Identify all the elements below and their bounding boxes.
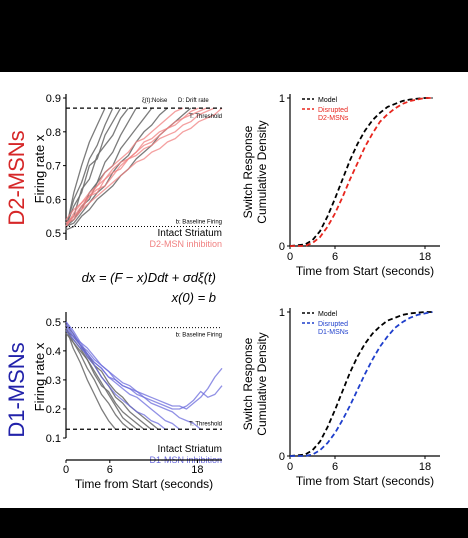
d1-traces-trace-inhibition-7: [65, 324, 180, 430]
d1-traces-y-tick-label: 0.5: [46, 317, 61, 329]
d1-traces-baseline-label: b: Baseline Firing: [176, 333, 222, 339]
d2-traces-trace-intact-5: [65, 107, 114, 227]
d1-traces-x-tick-label: 6: [107, 464, 113, 476]
d1-cdf-series-0: [289, 311, 433, 457]
d1-traces-trace-intact-4: [65, 332, 145, 430]
d1-cdf-legend-0: Model: [318, 311, 338, 318]
d1-traces-y-tick-label: 0.4: [46, 346, 61, 358]
d1-traces-y-tick-label: 0.3: [46, 375, 61, 387]
d1-traces-trace-intact-0: [65, 327, 131, 430]
d1-cdf-x-label: Time from Start (seconds): [296, 474, 434, 488]
d2-traces-trace-inhibition-10: [65, 107, 199, 221]
figure-background: [0, 72, 468, 508]
d2-cdf-series-1: [290, 97, 433, 247]
d2-cdf-y-tick-label: 0: [279, 241, 285, 253]
d1-cdf-y-label-line2: Cumulative Density: [255, 332, 269, 435]
d1-traces-x-tick-label: 18: [191, 464, 203, 476]
d2-traces-y-tick-label: 0.9: [46, 93, 61, 105]
d1-traces-x-label: Time from Start (seconds): [75, 477, 213, 491]
d2-traces-trace-intact-0: [65, 107, 122, 227]
d1-traces-trace-inhibition-10: [65, 321, 202, 430]
d2-cdf-x-tick-label: 18: [419, 251, 431, 263]
d1-cdf-x-tick-label: 6: [332, 461, 338, 473]
d1-cdf-x-tick-label: 0: [287, 461, 293, 473]
d2-cdf-y-label-line2: Cumulative Density: [255, 120, 269, 223]
d1-traces-y-label: Firing rate x: [32, 342, 47, 411]
d2-cdf-y-label-line1: Switch Response: [241, 125, 255, 218]
d1-cdf-y-tick-label: 0: [279, 451, 285, 463]
d2-traces-trace-inhibition-11: [65, 107, 184, 227]
d2-cdf-legend-1-line2: D2-MSNs: [318, 115, 349, 122]
d1-traces-trace-inhibition-8: [65, 327, 223, 410]
d1-traces-legend-0: Intact Striatum: [158, 444, 222, 455]
d2-cdf-x-label: Time from Start (seconds): [296, 264, 434, 278]
d1-cdf-x-tick-label: 18: [419, 461, 431, 473]
d2-cdf-x-tick-label: 0: [287, 251, 293, 263]
d1-traces-y-tick-label: 0.1: [46, 433, 61, 445]
d1-traces-trace-inhibition-6: [65, 321, 166, 430]
d2-traces-legend-0: Intact Striatum: [158, 228, 222, 239]
equation-line-2: x(0) = b: [171, 290, 216, 305]
d2-cdf-legend-1-line1: Disrupted: [318, 107, 348, 114]
d2-traces-trace-intact-3: [65, 107, 106, 231]
row-label-d2: D2-MSNs: [4, 130, 29, 225]
row-label-d1: D1-MSNs: [4, 342, 29, 437]
d1-cdf-series-1: [290, 311, 433, 457]
d2-traces-y-tick-label: 0.6: [46, 194, 61, 206]
d2-traces-baseline-label: b: Baseline Firing: [176, 219, 222, 225]
d2-traces-trace-inhibition-9: [65, 107, 215, 227]
d2-cdf-y-tick-label: 1: [279, 93, 285, 105]
d1-cdf-y-label-line1: Switch Response: [241, 337, 255, 430]
d2-traces-drift-label: D: Drift rate: [178, 98, 209, 104]
d2-cdf-x-tick-label: 6: [332, 251, 338, 263]
d1-cdf-legend-1-line2: D1-MSNs: [318, 329, 349, 336]
d2-traces-legend-1: D2-MSN inhibition: [149, 239, 222, 249]
d2-cdf-series-0: [289, 97, 433, 247]
d2-traces-noise-label: ξ(t):Noise: [142, 98, 168, 104]
equation-line-1: dx = (F − x)Ddt + σdξ(t): [82, 270, 216, 285]
d2-cdf-legend-0: Model: [318, 97, 338, 104]
d1-traces-y-tick-label: 0.2: [46, 404, 61, 416]
d2-traces-y-tick-label: 0.7: [46, 161, 61, 173]
d2-traces-y-label: Firing rate x: [32, 134, 47, 203]
d1-cdf-legend-1-line1: Disrupted: [318, 321, 348, 328]
d1-traces-trace-intact-3: [65, 327, 117, 430]
d1-cdf-y-tick-label: 1: [279, 307, 285, 319]
d2-traces-y-tick-label: 0.8: [46, 127, 61, 139]
d1-traces-x-tick-label: 0: [63, 464, 69, 476]
d2-traces-trace-inhibition-12: [65, 107, 223, 224]
d2-traces-trace-intact-6: [65, 107, 168, 228]
d2-traces-y-tick-label: 0.5: [46, 228, 61, 240]
d1-traces-threshold-label: T: Threshold: [189, 421, 222, 427]
d2-traces-threshold-label: T: Threshold: [189, 114, 222, 120]
